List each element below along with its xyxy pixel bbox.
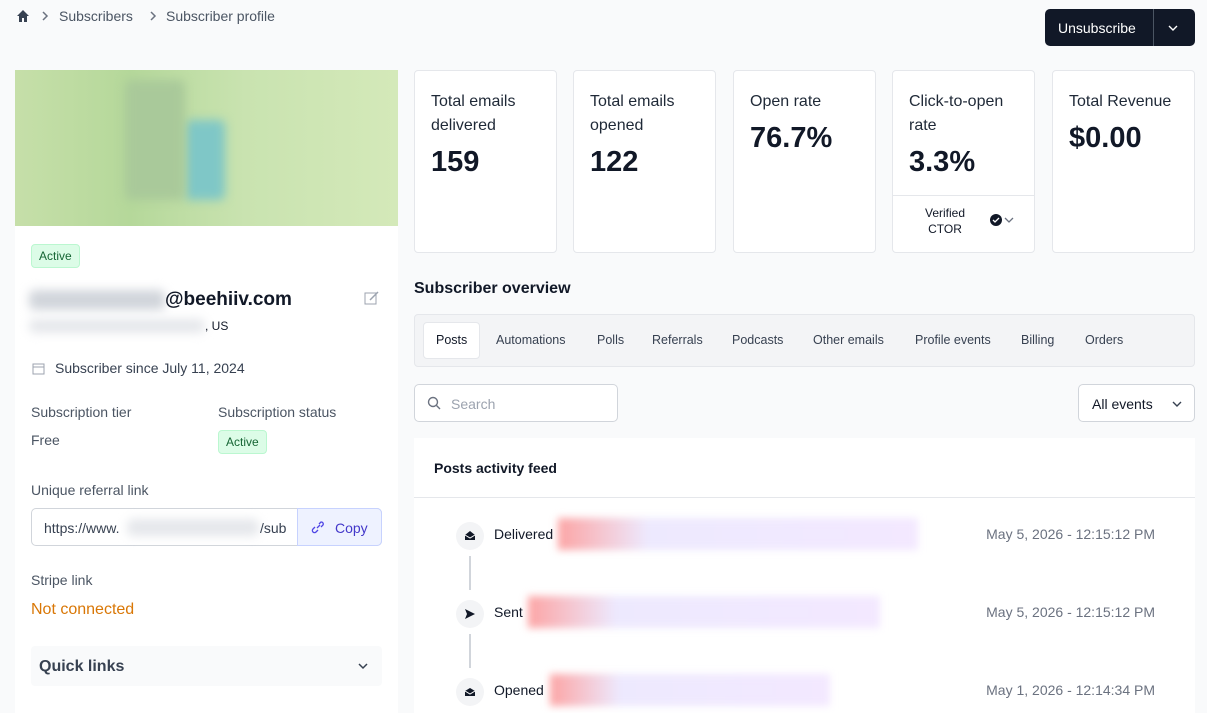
redacted bbox=[29, 290, 165, 310]
status-badge: Active bbox=[31, 244, 80, 268]
tab[interactable]: Other emails bbox=[813, 333, 884, 347]
event-time: May 5, 2026 - 12:15:12 PM bbox=[986, 604, 1155, 620]
stat-card: Total emails delivered 159 bbox=[414, 70, 557, 253]
search-input[interactable]: Search bbox=[414, 384, 618, 422]
filter-select[interactable]: All events bbox=[1078, 384, 1195, 422]
link-icon bbox=[311, 521, 324, 534]
search-icon bbox=[427, 396, 441, 410]
stripe-value: Not connected bbox=[31, 601, 135, 618]
tab-bar: Posts Automations Polls Referrals Podcasts Ot… bbox=[414, 314, 1195, 367]
stat-value: 76.7% bbox=[750, 122, 833, 154]
icon bbox=[456, 522, 484, 550]
referral-label: Unique referral link bbox=[31, 482, 149, 498]
chevron bbox=[150, 11, 157, 21]
feed-panel: Posts activity feed Delivered May 5, 2026… bbox=[414, 438, 1195, 713]
stat-value: 122 bbox=[590, 146, 639, 178]
stat-label: Open rate bbox=[750, 93, 822, 110]
divider bbox=[414, 497, 1195, 498]
status-badge: Active bbox=[218, 430, 267, 454]
stat-card: Total emails opened 122 bbox=[573, 70, 716, 253]
profile-panel: Active @beehiiv.com , US Subscriber sinc… bbox=[15, 70, 398, 713]
stat-card: Open rate 76.7% bbox=[733, 70, 876, 253]
stat-value: $0.00 bbox=[1069, 122, 1142, 154]
stat-card: Total Revenue $0.00 bbox=[1052, 70, 1195, 253]
copy-label: Copy bbox=[335, 520, 368, 536]
event-label: Opened bbox=[494, 682, 544, 698]
tab[interactable]: Automations bbox=[496, 333, 566, 347]
event-label: Delivered bbox=[494, 526, 554, 542]
dropdown[interactable] bbox=[989, 213, 1019, 227]
breadcrumb-current: Subscriber profile bbox=[166, 8, 275, 24]
blur bbox=[125, 80, 185, 200]
connector bbox=[469, 634, 471, 668]
tier: Free bbox=[31, 432, 60, 448]
redacted bbox=[558, 518, 918, 550]
referral-input[interactable]: https://www. /sub Copy bbox=[31, 508, 382, 546]
chevron-down[interactable] bbox=[1167, 22, 1179, 34]
feed-title: Posts activity feed bbox=[434, 460, 557, 476]
stripe-label: Stripe link bbox=[31, 572, 93, 588]
event-label: Sent bbox=[494, 604, 523, 620]
redacted bbox=[127, 519, 259, 536]
event-time: May 5, 2026 - 12:15:12 PM bbox=[986, 526, 1155, 542]
event-icon bbox=[454, 676, 486, 708]
stat-value: 159 bbox=[431, 146, 480, 178]
tab[interactable]: Billing bbox=[1021, 333, 1055, 347]
blur bbox=[185, 120, 225, 200]
search-placeholder: Search bbox=[451, 396, 496, 412]
stat-label: Total emails opened bbox=[590, 93, 675, 134]
stat-footer: Verified CTOR bbox=[924, 206, 966, 236]
event-icon bbox=[454, 520, 486, 552]
icon bbox=[456, 600, 484, 628]
tab[interactable]: Referrals bbox=[652, 333, 703, 347]
stat-label: Total emails delivered bbox=[431, 93, 516, 134]
status-label: Subscription status bbox=[218, 404, 337, 420]
event-time: May 1, 2026 - 12:14:34 PM bbox=[986, 682, 1155, 698]
verified-icon bbox=[990, 214, 1014, 226]
location: , US bbox=[205, 319, 229, 333]
tab[interactable]: Profile events bbox=[915, 333, 991, 347]
tab[interactable]: Podcasts bbox=[732, 333, 784, 347]
filter-label: All events bbox=[1092, 396, 1153, 412]
referral-end: /sub bbox=[260, 520, 287, 536]
home-icon[interactable] bbox=[16, 9, 30, 23]
connector bbox=[469, 556, 471, 590]
edit-icon[interactable] bbox=[364, 290, 380, 306]
overview-title: Subscriber overview bbox=[414, 280, 571, 297]
copy-button[interactable]: Copy bbox=[297, 508, 382, 546]
icon bbox=[456, 678, 484, 706]
breadcrumb-link[interactable]: Subscribers bbox=[59, 8, 133, 24]
cover-image bbox=[15, 70, 398, 226]
tier-label: Subscription tier bbox=[31, 404, 132, 420]
stat-card: Click-to-open rate 3.3% Verified CTOR bbox=[892, 70, 1035, 253]
redacted bbox=[29, 319, 205, 333]
stat-label: Click-to-open rate bbox=[909, 93, 1004, 134]
stat-value: 3.3% bbox=[909, 146, 976, 178]
stat-label: Total Revenue bbox=[1069, 93, 1172, 110]
quick-links-label: Quick links bbox=[39, 658, 125, 675]
calendar-icon bbox=[32, 363, 45, 375]
tab[interactable]: Polls bbox=[597, 333, 625, 347]
divider bbox=[1153, 9, 1154, 46]
unsubscribe-button[interactable]: Unsubscribe bbox=[1045, 9, 1195, 46]
referral-start: https://www. bbox=[44, 520, 120, 536]
event-icon bbox=[454, 598, 486, 630]
chevron-down bbox=[358, 663, 368, 670]
redacted bbox=[528, 596, 880, 628]
chevron bbox=[42, 11, 49, 21]
button-label: Unsubscribe bbox=[1058, 20, 1136, 36]
redacted bbox=[550, 674, 830, 706]
divider bbox=[893, 195, 1034, 196]
tab[interactable]: Orders bbox=[1085, 333, 1124, 347]
chevron-down bbox=[1172, 401, 1182, 407]
quick-links[interactable]: Quick links bbox=[31, 646, 382, 686]
tab[interactable]: Posts bbox=[423, 322, 481, 359]
email: @beehiiv.com bbox=[165, 289, 292, 310]
subscriber-since: Subscriber since July 11, 2024 bbox=[55, 360, 245, 376]
